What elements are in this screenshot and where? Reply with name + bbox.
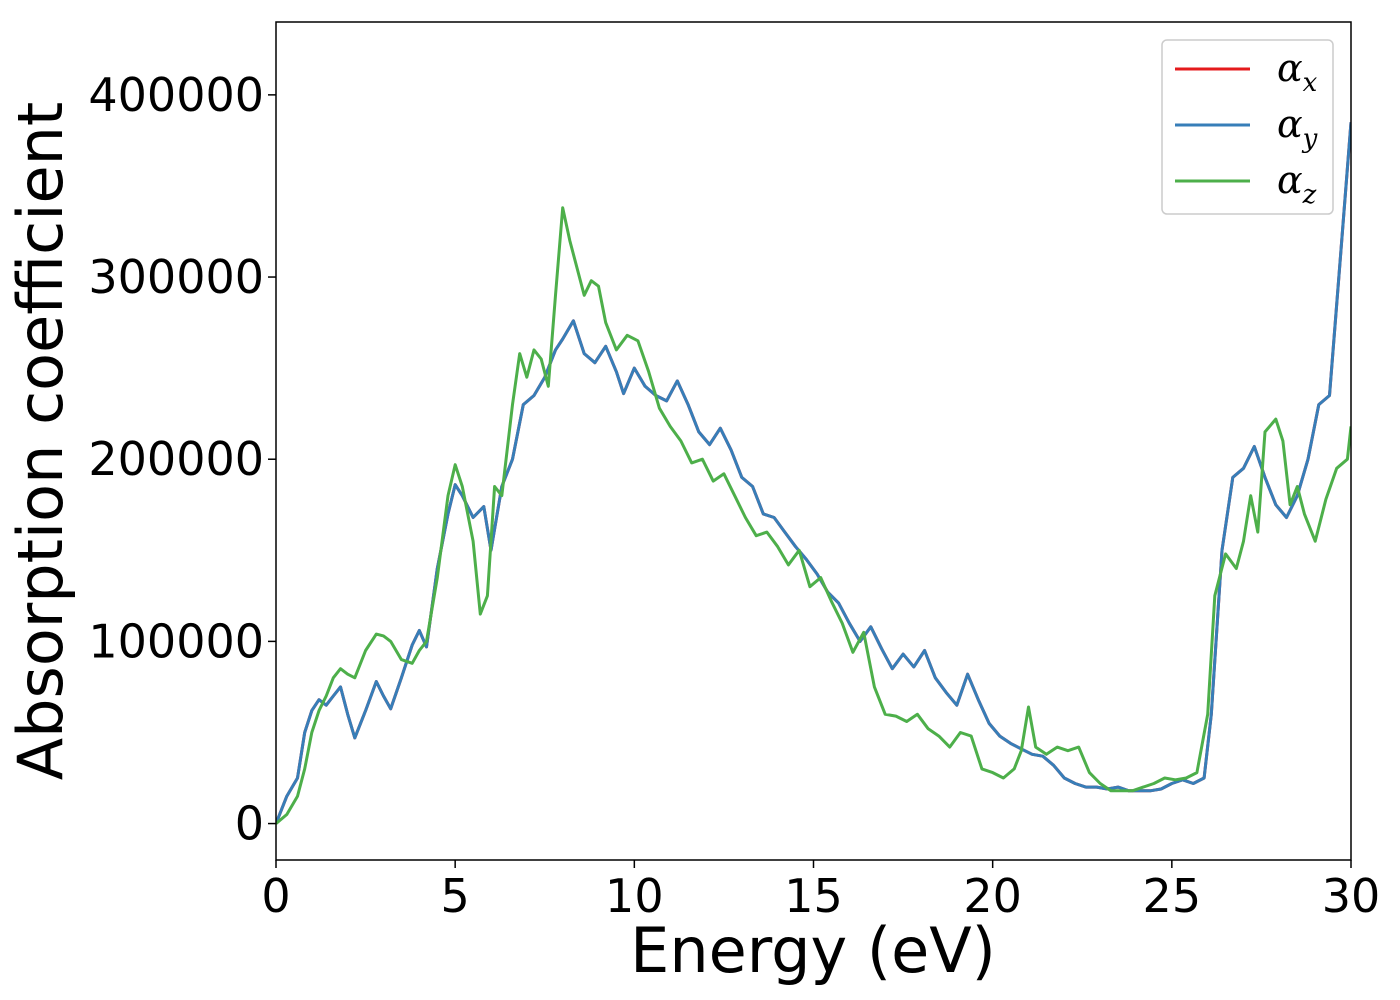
x-axis-label: Energy (eV) [630,914,996,987]
y-tick-label: 400000 [88,68,264,122]
x-tick-label: 15 [784,869,843,923]
y-tick-label: 300000 [88,250,264,304]
x-tick-label: 25 [1143,869,1202,923]
legend-label-x: αx [1277,46,1318,98]
y-tick-label: 100000 [88,614,264,668]
series-line-y [276,122,1351,825]
x-tick-label: 5 [441,869,470,923]
series-line-x [276,122,1351,825]
x-tick-label: 10 [605,869,664,923]
x-tick-label: 30 [1322,869,1381,923]
x-tick-label: 0 [261,869,290,923]
y-tick-label: 200000 [88,432,264,486]
legend-frame [1161,39,1334,215]
x-axis-ticks: 0 5 10 15 20 25 30 [261,860,1380,923]
series-line-z [276,206,1351,825]
y-tick-label: 0 [235,797,264,851]
x-tick-label: 20 [963,869,1022,923]
series-group [276,122,1351,825]
y-axis-ticks: 0 100000 200000 300000 400000 [88,68,276,851]
y-axis-label: Absorption coefficient [4,102,77,781]
